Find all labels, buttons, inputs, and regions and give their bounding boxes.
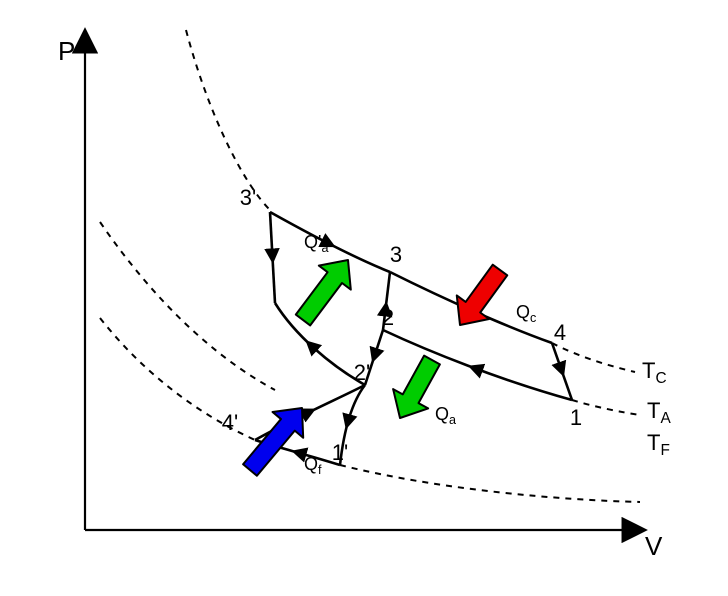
x-axis-label: V [645,531,663,561]
point-label-2: 2 [382,305,394,330]
point-label-2p: 2' [354,360,370,385]
pv-diagram: VPTCTATF3'322'411'4'Q'aQcQaQf [0,0,728,596]
point-label-1p: 1' [332,440,348,465]
cycle-arrow-4-1 [562,370,563,372]
point-label-4: 4 [554,320,566,345]
y-axis-label: P [58,36,75,66]
point-label-3p: 3' [240,185,256,210]
point-label-3: 3 [390,242,402,267]
cycle-arrow-2-2p [374,356,375,358]
cycle-arrow-1p-4p [296,452,299,453]
cycle-arrow-2p-1p [347,422,348,425]
point-label-1: 1 [570,405,582,430]
point-label-4p: 4' [222,410,238,435]
